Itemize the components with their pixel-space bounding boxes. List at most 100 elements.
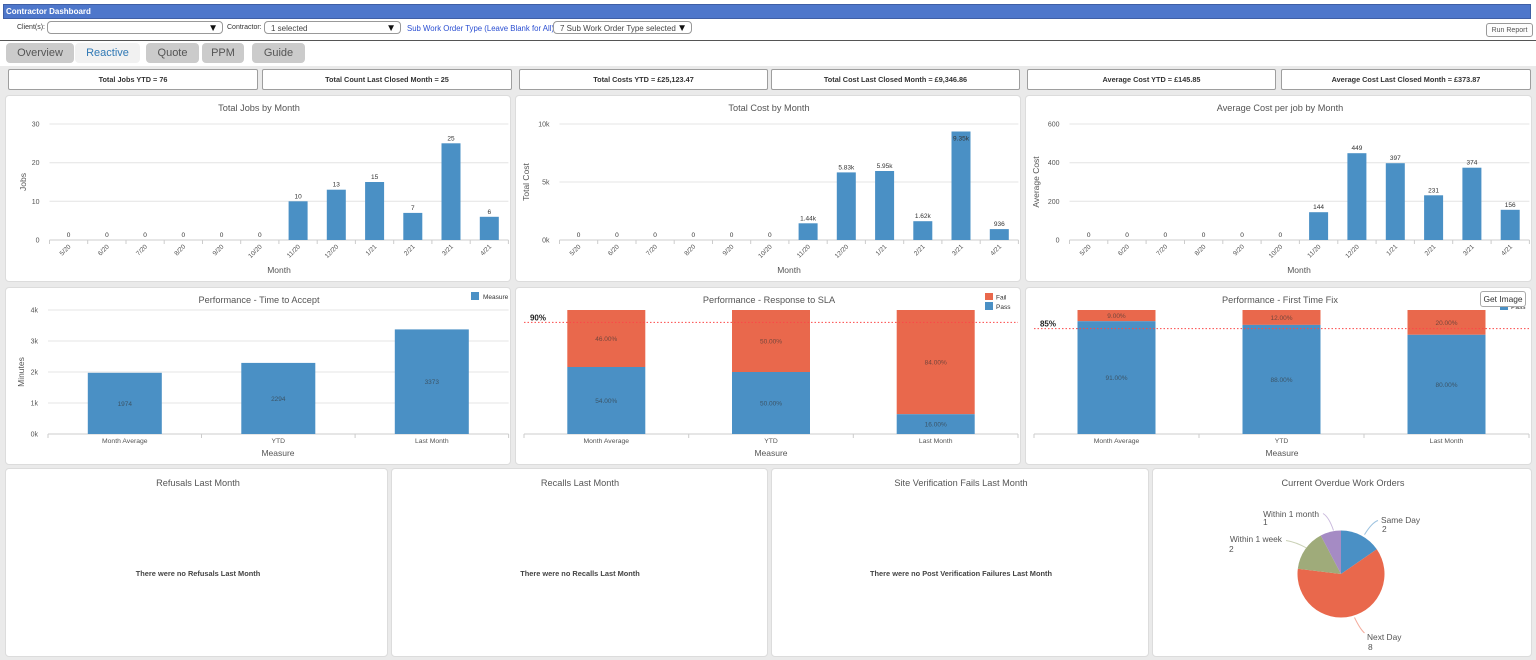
svg-text:25: 25 bbox=[447, 135, 455, 142]
svg-text:Measure: Measure bbox=[261, 448, 294, 458]
svg-text:91.00%: 91.00% bbox=[1105, 375, 1127, 382]
svg-text:5/20: 5/20 bbox=[59, 243, 73, 257]
svg-text:200: 200 bbox=[1048, 199, 1060, 206]
svg-text:46.00%: 46.00% bbox=[595, 336, 617, 343]
svg-text:6/20: 6/20 bbox=[607, 243, 621, 257]
svg-text:397: 397 bbox=[1390, 155, 1401, 162]
svg-text:3/21: 3/21 bbox=[1462, 243, 1476, 257]
svg-text:7/20: 7/20 bbox=[645, 243, 659, 257]
svg-text:Measure: Measure bbox=[483, 294, 509, 301]
svg-text:Total Jobs by Month: Total Jobs by Month bbox=[218, 103, 300, 113]
svg-text:Jobs: Jobs bbox=[18, 173, 28, 191]
svg-text:0: 0 bbox=[220, 232, 224, 239]
svg-text:936: 936 bbox=[994, 221, 1005, 228]
svg-text:11/20: 11/20 bbox=[1306, 243, 1322, 259]
svg-text:YTD: YTD bbox=[764, 438, 778, 445]
svg-text:0: 0 bbox=[181, 232, 185, 239]
svg-text:0k: 0k bbox=[31, 432, 39, 439]
svg-text:1/21: 1/21 bbox=[1385, 243, 1399, 257]
svg-text:8/20: 8/20 bbox=[683, 243, 697, 257]
svg-text:0: 0 bbox=[1278, 232, 1282, 239]
svg-text:80.00%: 80.00% bbox=[1435, 382, 1457, 389]
svg-text:Month Average: Month Average bbox=[583, 438, 629, 445]
svg-text:Performance - First Time Fix: Performance - First Time Fix bbox=[1222, 295, 1338, 305]
svg-text:6/20: 6/20 bbox=[97, 243, 111, 257]
svg-text:156: 156 bbox=[1505, 202, 1516, 209]
svg-text:0: 0 bbox=[1202, 232, 1206, 239]
svg-text:1/21: 1/21 bbox=[875, 243, 889, 257]
svg-text:50.00%: 50.00% bbox=[760, 339, 782, 346]
svg-text:Minutes: Minutes bbox=[16, 357, 26, 387]
svg-text:7/20: 7/20 bbox=[135, 243, 149, 257]
svg-text:15: 15 bbox=[371, 174, 379, 181]
svg-text:7: 7 bbox=[411, 205, 415, 212]
svg-text:4k: 4k bbox=[31, 308, 39, 315]
svg-text:9.35k: 9.35k bbox=[953, 136, 970, 143]
svg-text:9.00%: 9.00% bbox=[1107, 313, 1126, 320]
svg-text:0: 0 bbox=[615, 232, 619, 239]
svg-text:Pass: Pass bbox=[1511, 304, 1526, 311]
svg-text:11/20: 11/20 bbox=[286, 243, 302, 259]
svg-text:0: 0 bbox=[67, 232, 71, 239]
svg-text:6/20: 6/20 bbox=[1117, 243, 1131, 257]
svg-text:88.00%: 88.00% bbox=[1270, 377, 1292, 384]
svg-text:6: 6 bbox=[487, 209, 491, 216]
svg-text:20.00%: 20.00% bbox=[1435, 320, 1457, 327]
svg-text:3373: 3373 bbox=[425, 379, 440, 386]
svg-text:Average Cost: Average Cost bbox=[1031, 156, 1041, 208]
svg-text:4/21: 4/21 bbox=[479, 243, 493, 257]
svg-text:1/21: 1/21 bbox=[365, 243, 379, 257]
svg-text:Same Day: Same Day bbox=[1381, 515, 1421, 525]
svg-text:10: 10 bbox=[294, 193, 302, 200]
svg-text:0: 0 bbox=[1125, 232, 1129, 239]
svg-text:Next Day: Next Day bbox=[1367, 632, 1402, 642]
svg-text:1974: 1974 bbox=[118, 401, 133, 408]
svg-text:4/21: 4/21 bbox=[989, 243, 1003, 257]
svg-text:10: 10 bbox=[32, 199, 40, 206]
svg-text:0: 0 bbox=[1240, 232, 1244, 239]
svg-text:10/20: 10/20 bbox=[1268, 243, 1285, 260]
svg-text:Average Cost per job by Month: Average Cost per job by Month bbox=[1217, 103, 1344, 113]
svg-text:4/21: 4/21 bbox=[1500, 243, 1514, 257]
svg-text:90%: 90% bbox=[530, 313, 546, 322]
svg-text:50.00%: 50.00% bbox=[760, 401, 782, 408]
svg-text:7/20: 7/20 bbox=[1155, 243, 1169, 257]
svg-text:0: 0 bbox=[143, 232, 147, 239]
svg-text:Site Verification Fails Last M: Site Verification Fails Last Month bbox=[894, 478, 1027, 488]
svg-text:Recalls Last Month: Recalls Last Month bbox=[541, 478, 619, 488]
svg-text:1.62k: 1.62k bbox=[915, 213, 932, 220]
svg-text:1k: 1k bbox=[31, 401, 39, 408]
svg-text:12/20: 12/20 bbox=[324, 243, 341, 260]
svg-text:YTD: YTD bbox=[1275, 438, 1289, 445]
svg-text:2: 2 bbox=[1382, 524, 1387, 534]
svg-text:Pass: Pass bbox=[996, 304, 1011, 311]
svg-text:54.00%: 54.00% bbox=[595, 398, 617, 405]
svg-text:9/20: 9/20 bbox=[722, 243, 736, 257]
svg-text:8/20: 8/20 bbox=[173, 243, 187, 257]
svg-text:5.83k: 5.83k bbox=[838, 164, 855, 171]
svg-text:12/20: 12/20 bbox=[1344, 243, 1361, 260]
svg-text:Within 1 month: Within 1 month bbox=[1263, 509, 1319, 519]
svg-text:0: 0 bbox=[1056, 238, 1060, 245]
svg-text:2/21: 2/21 bbox=[1424, 243, 1438, 257]
svg-text:20: 20 bbox=[32, 160, 40, 167]
svg-text:10k: 10k bbox=[538, 122, 550, 129]
svg-text:10/20: 10/20 bbox=[757, 243, 774, 260]
svg-text:5k: 5k bbox=[542, 180, 550, 187]
svg-text:1.44k: 1.44k bbox=[800, 215, 817, 222]
svg-text:600: 600 bbox=[1048, 122, 1060, 129]
svg-text:There were no Post Verificatio: There were no Post Verification Failures… bbox=[870, 569, 1052, 578]
svg-text:0: 0 bbox=[768, 232, 772, 239]
svg-text:Last Month: Last Month bbox=[1430, 438, 1464, 445]
svg-text:0: 0 bbox=[258, 232, 262, 239]
svg-text:Total Cost by Month: Total Cost by Month bbox=[728, 103, 809, 113]
svg-text:5.95k: 5.95k bbox=[877, 163, 894, 170]
svg-text:0: 0 bbox=[730, 232, 734, 239]
svg-text:Refusals Last Month: Refusals Last Month bbox=[156, 478, 240, 488]
svg-text:449: 449 bbox=[1351, 145, 1362, 152]
svg-text:Month: Month bbox=[267, 265, 291, 275]
svg-text:84.00%: 84.00% bbox=[925, 360, 947, 367]
svg-text:0: 0 bbox=[36, 238, 40, 245]
svg-text:0k: 0k bbox=[542, 238, 550, 245]
svg-text:Measure: Measure bbox=[1265, 448, 1298, 458]
